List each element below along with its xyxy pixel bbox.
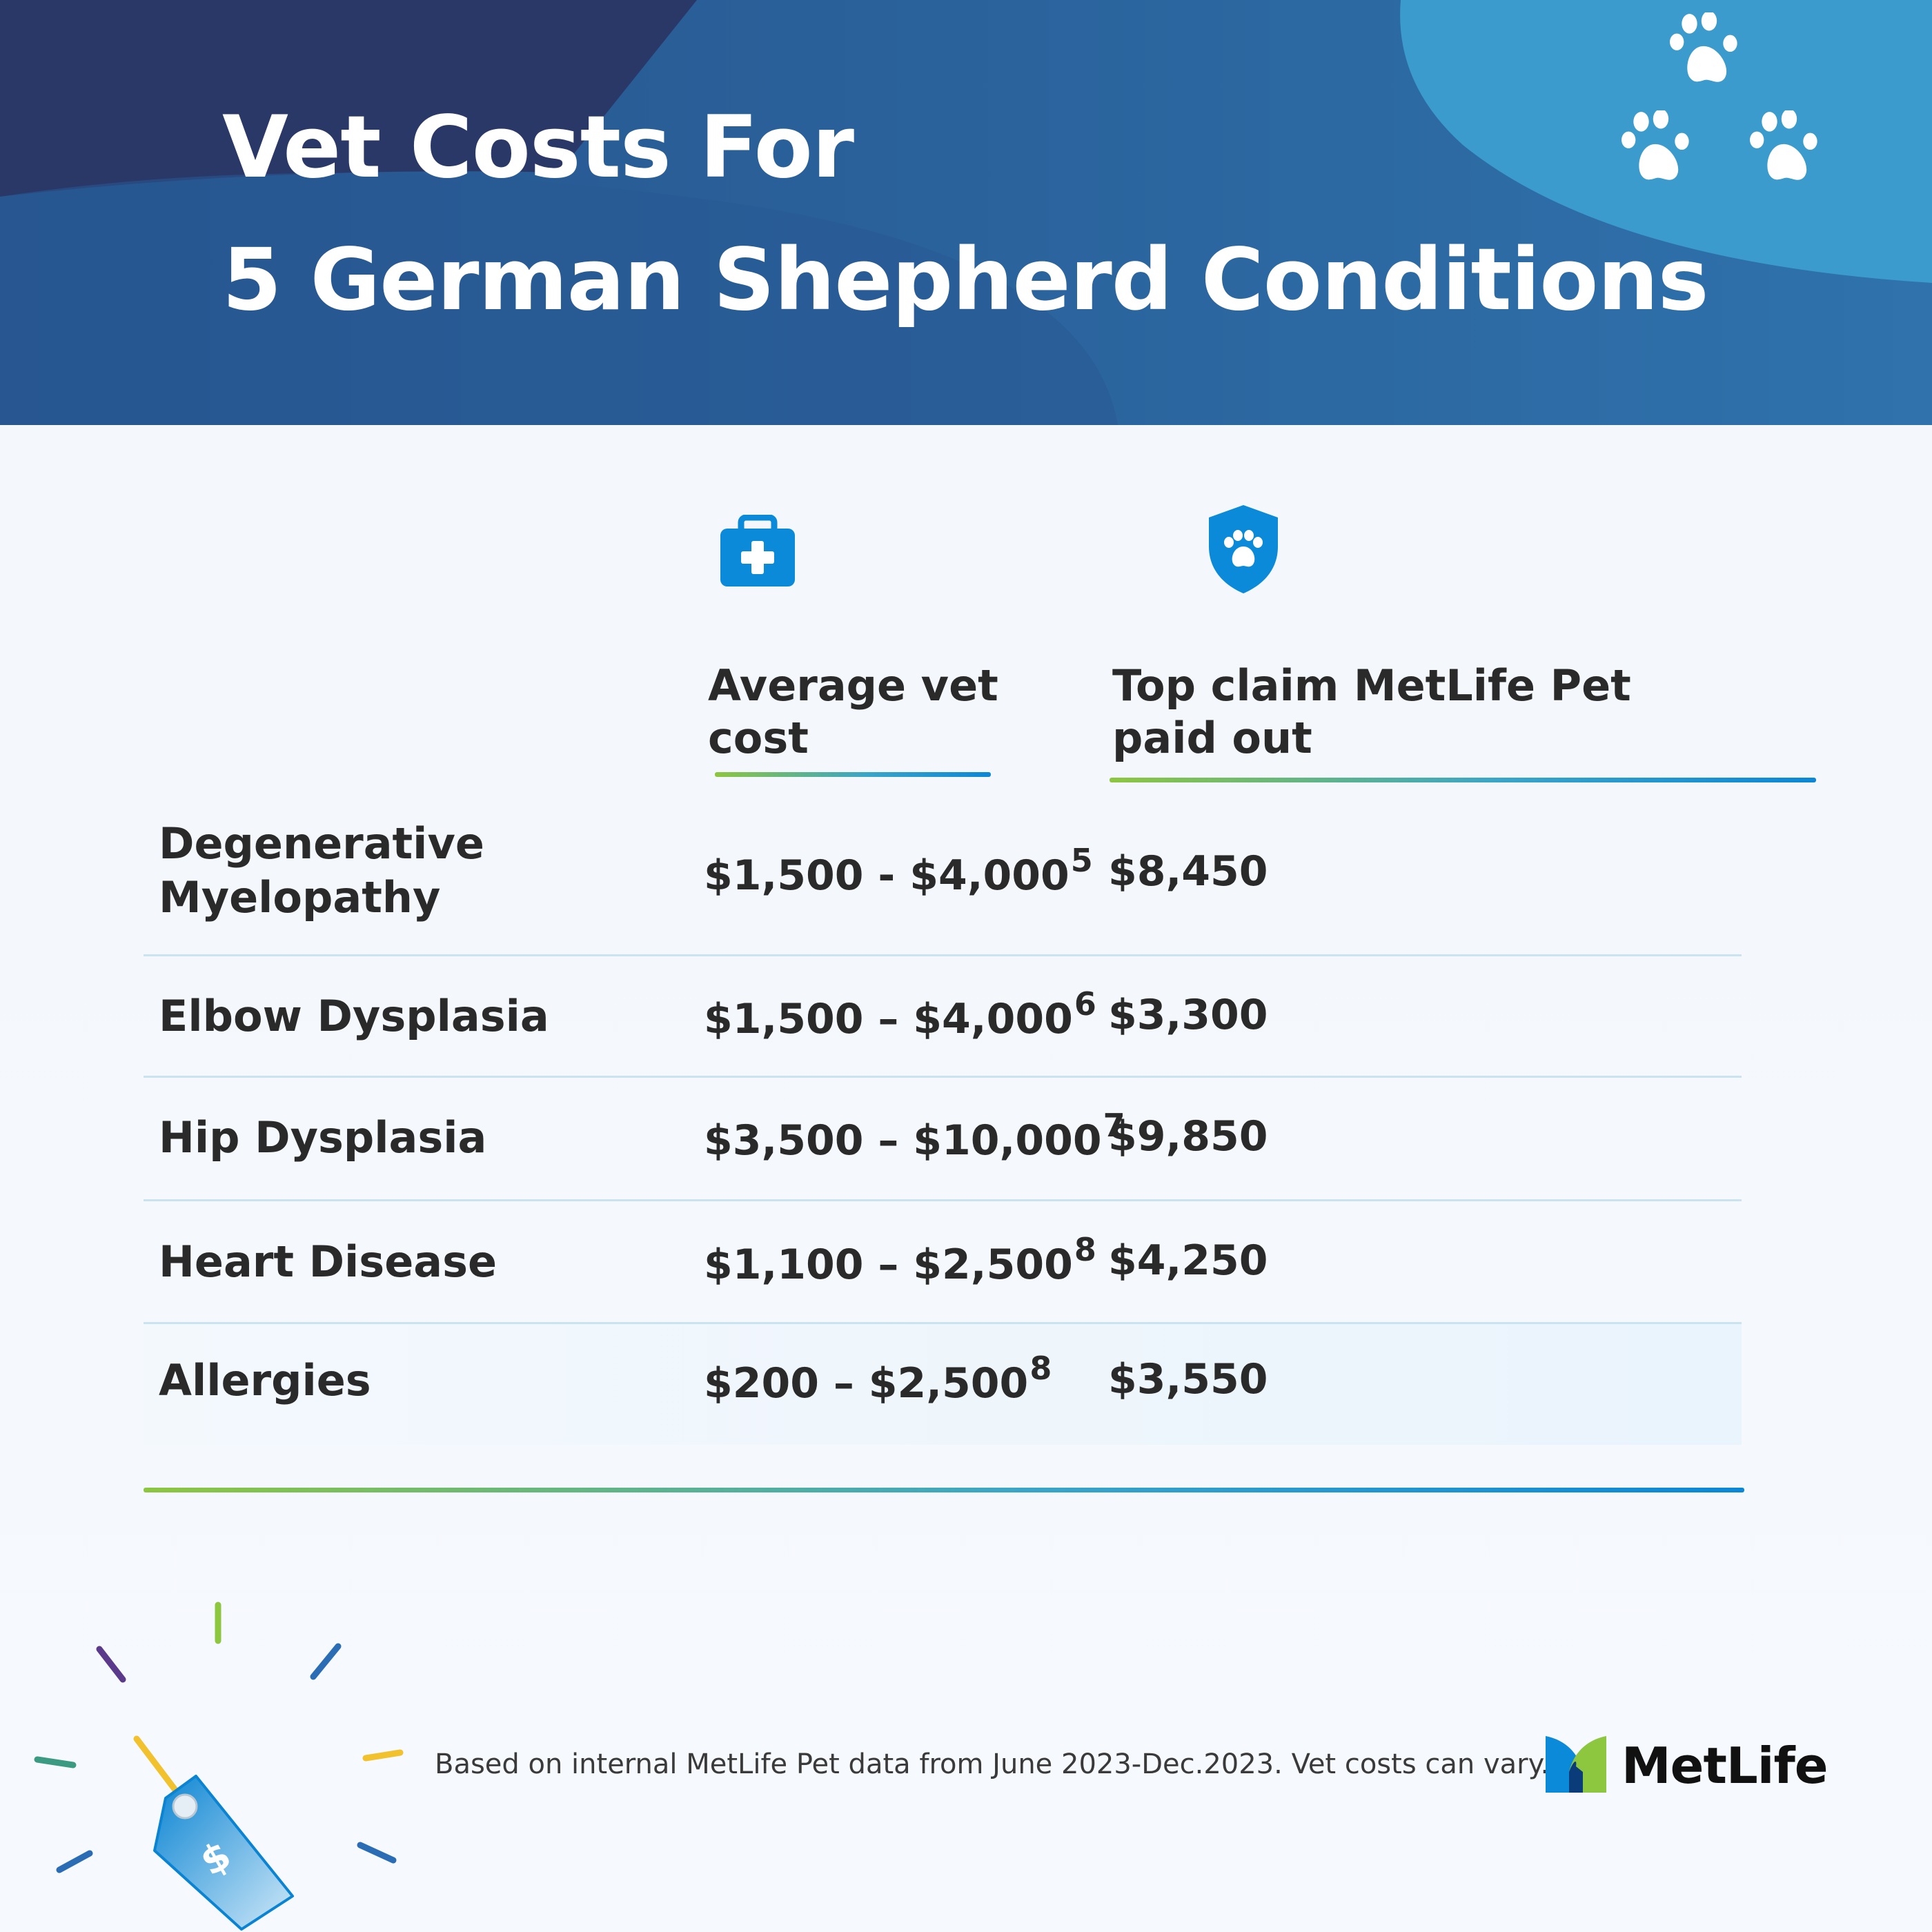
cost-range: $3,500 – $10,000: [704, 1116, 1102, 1165]
title-line-2: 5 German Shepherd Conditions: [222, 230, 1709, 330]
condition-name: Allergies: [159, 1355, 371, 1406]
row-divider: [144, 1322, 1742, 1324]
condition-name: Heart Disease: [159, 1236, 497, 1287]
column-header-top-claim: Top claim MetLife Pet paid out: [1112, 660, 1631, 763]
row-divider: [144, 1076, 1742, 1078]
paw-print-icon: [1670, 12, 1737, 82]
metlife-logo-wordmark: MetLife: [1621, 1737, 1828, 1795]
price-tag-icon: $: [34, 1601, 404, 1931]
top-claim-paid: $3,300: [1108, 991, 1268, 1039]
top-claim-paid: $3,550: [1108, 1355, 1268, 1403]
footnote-reference: 6: [1074, 985, 1096, 1023]
row-highlight-background: [144, 1323, 1742, 1445]
average-vet-cost: $200 – $2,5008: [704, 1350, 1052, 1408]
metlife-logo-icon: [1546, 1736, 1606, 1793]
average-vet-cost: $1,500 - $4,0005: [704, 842, 1093, 900]
cost-range: $1,100 – $2,500: [704, 1241, 1073, 1289]
footnote-reference: 5: [1070, 842, 1093, 879]
cost-range: $200 – $2,500: [704, 1359, 1029, 1408]
column-header-underline: [1110, 778, 1816, 782]
row-divider: [144, 954, 1742, 956]
cost-range: $1,500 – $4,000: [704, 995, 1073, 1043]
paw-shield-icon: [1209, 505, 1278, 593]
column-header-average-vet-cost: Average vet cost: [708, 660, 998, 763]
paw-print-icon: [1750, 110, 1817, 180]
condition-name: Elbow Dysplasia: [159, 991, 549, 1041]
average-vet-cost: $1,500 – $4,0006: [704, 985, 1096, 1043]
row-divider: [144, 1199, 1742, 1201]
top-claim-paid: $4,250: [1108, 1236, 1268, 1285]
average-vet-cost: $3,500 – $10,0007: [704, 1107, 1125, 1165]
table-bottom-rule: [144, 1488, 1744, 1492]
condition-name: Degenerative Myelopathy: [159, 818, 484, 923]
header-background: [0, 0, 1932, 425]
paw-print-icon: [1621, 110, 1689, 180]
top-claim-paid: $9,850: [1108, 1112, 1268, 1161]
average-vet-cost: $1,100 – $2,5008: [704, 1231, 1096, 1289]
condition-name: Hip Dysplasia: [159, 1112, 487, 1163]
column-header-underline: [715, 772, 991, 777]
top-claim-paid: $8,450: [1108, 847, 1268, 896]
sparkle-lines: [34, 1601, 404, 1873]
title-line-1: Vet Costs For: [222, 98, 854, 197]
footnote-reference: 7: [1103, 1107, 1125, 1144]
footnote-reference: 8: [1029, 1350, 1052, 1387]
cost-range: $1,500 - $4,000: [704, 851, 1070, 900]
header-banner: Vet Costs For 5 German Shepherd Conditio…: [0, 0, 1932, 425]
footnote-text: Based on internal MetLife Pet data from …: [435, 1748, 1550, 1780]
medical-kit-icon: [720, 515, 795, 586]
footnote-reference: 8: [1074, 1231, 1096, 1268]
